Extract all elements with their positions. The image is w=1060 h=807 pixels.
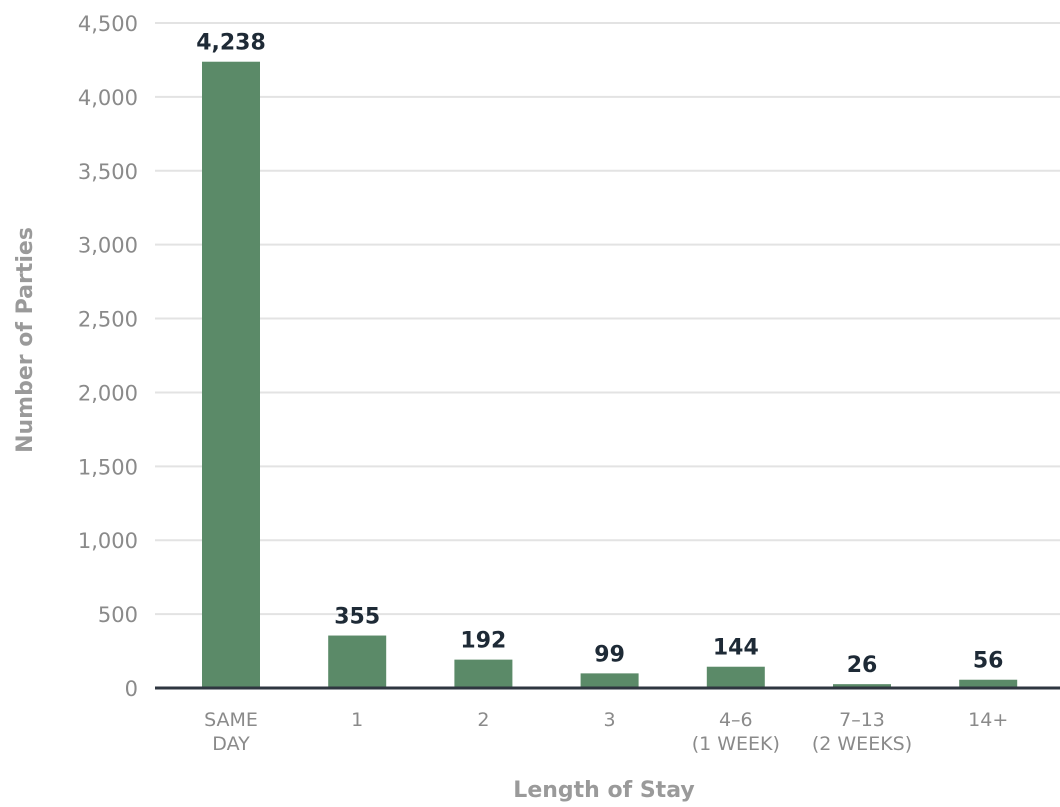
data-label: 56 xyxy=(973,649,1004,674)
bar xyxy=(706,666,765,688)
bar xyxy=(833,684,891,688)
x-tick-label-line: SAME xyxy=(204,709,258,731)
y-tick-label: 4,000 xyxy=(78,86,138,110)
x-axis-categories: SAME DAY 1 2 3 4–6 (1 WEEK) 7–13 (2 WEEKS) 14+ xyxy=(204,709,1008,755)
data-label: 4,238 xyxy=(196,31,266,56)
data-labels: 4,238 355 192 99 144 26 56 xyxy=(196,31,1003,678)
y-axis-title: Number of Parties xyxy=(13,227,38,453)
x-tick-label: 2 xyxy=(477,709,489,731)
x-tick-label-line: 14+ xyxy=(968,709,1008,731)
x-axis-title: Length of Stay xyxy=(513,778,694,803)
bar xyxy=(202,61,260,689)
x-tick-label: 3 xyxy=(604,709,616,731)
bar xyxy=(328,635,387,688)
x-tick-label: 4–6 (1 WEEK) xyxy=(692,709,780,755)
y-tick-label: 4,500 xyxy=(78,12,138,36)
y-tick-label: 2,500 xyxy=(78,308,138,332)
bars xyxy=(202,61,1018,689)
bar xyxy=(959,679,1018,688)
data-label: 355 xyxy=(334,605,380,630)
x-tick-label-line: (1 WEEK) xyxy=(692,733,780,755)
data-label: 144 xyxy=(713,636,759,661)
y-tick-label: 0 xyxy=(125,677,138,701)
x-tick-label: 7–13 (2 WEEKS) xyxy=(812,709,912,755)
gridlines xyxy=(155,22,1060,616)
data-label: 26 xyxy=(847,653,878,678)
x-tick-label-line: 3 xyxy=(604,709,616,731)
y-axis-ticks: 0 500 1,000 1,500 2,000 2,500 3,000 3,500 4,000 4… xyxy=(78,12,138,701)
x-tick-label-line: 2 xyxy=(477,709,489,731)
x-tick-label: 1 xyxy=(351,709,363,731)
y-tick-label: 3,000 xyxy=(78,234,138,258)
bar xyxy=(580,673,639,688)
y-tick-label: 1,000 xyxy=(78,529,138,553)
data-label: 192 xyxy=(460,629,506,654)
x-tick-label-line: 7–13 xyxy=(839,709,885,731)
y-tick-label: 3,500 xyxy=(78,160,138,184)
y-tick-label: 1,500 xyxy=(78,455,138,479)
x-tick-label-line: 4–6 xyxy=(719,709,753,731)
y-tick-label: 2,000 xyxy=(78,381,138,405)
x-tick-label-line: (2 WEEKS) xyxy=(812,733,912,755)
data-label: 99 xyxy=(594,642,625,667)
bar xyxy=(454,659,513,688)
x-tick-label: 14+ xyxy=(968,709,1008,731)
y-tick-label: 500 xyxy=(98,603,138,627)
x-tick-label-line: DAY xyxy=(212,733,250,755)
x-tick-label-line: 1 xyxy=(351,709,363,731)
x-tick-label: SAME DAY xyxy=(204,709,258,755)
